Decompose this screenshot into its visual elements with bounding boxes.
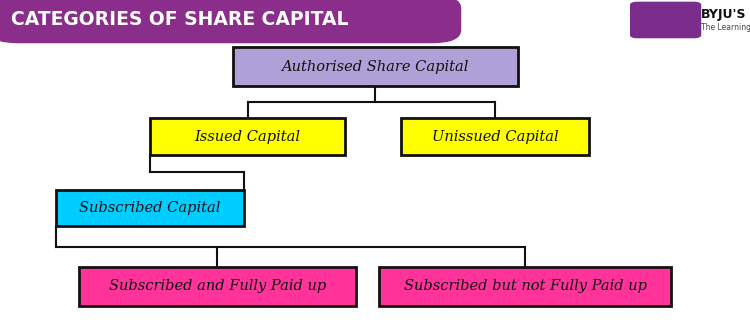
Text: The Learning App: The Learning App	[701, 23, 750, 32]
Bar	[379, 267, 671, 306]
Text: Subscribed and Fully Paid up: Subscribed and Fully Paid up	[109, 279, 326, 293]
Bar	[0, 0, 338, 38]
Bar	[0, 0, 60, 38]
Text: CATEGORIES OF SHARE CAPITAL: CATEGORIES OF SHARE CAPITAL	[11, 10, 349, 29]
Bar	[232, 47, 518, 86]
FancyBboxPatch shape	[630, 2, 701, 38]
Bar	[150, 118, 345, 155]
Text: BYJU'S: BYJU'S	[701, 8, 747, 22]
Bar	[401, 118, 589, 155]
Text: Subscribed Capital: Subscribed Capital	[80, 201, 220, 215]
Text: Issued Capital: Issued Capital	[194, 130, 301, 144]
Bar	[79, 267, 356, 306]
Bar	[56, 190, 244, 226]
Text: Authorised Share Capital: Authorised Share Capital	[281, 60, 469, 74]
Text: Subscribed but not Fully Paid up: Subscribed but not Fully Paid up	[404, 279, 646, 293]
Text: Unissued Capital: Unissued Capital	[432, 130, 558, 144]
FancyBboxPatch shape	[0, 0, 461, 43]
